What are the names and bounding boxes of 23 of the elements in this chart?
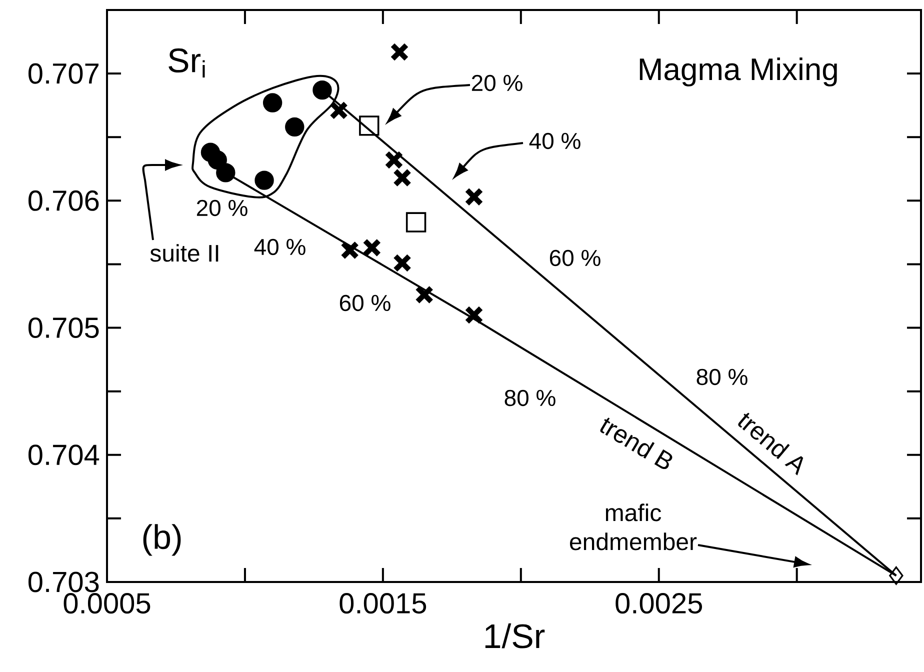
x-tick-label: 0.0025 xyxy=(616,593,702,614)
y-axis-title: Sr$_{i}$ xyxy=(168,48,205,78)
y-tick-label: 0.705 xyxy=(28,317,99,338)
annotation: 20 % xyxy=(472,74,522,92)
y-tick-label: 0.707 xyxy=(28,63,98,84)
annotation: 40 % xyxy=(529,132,580,150)
y-tick-label: 0.706 xyxy=(28,190,99,211)
text: trend B xyxy=(600,418,672,470)
annotation: suite II xyxy=(150,244,218,262)
annotation: 20 % xyxy=(196,200,248,216)
annotation: 60 % xyxy=(340,294,390,312)
annotation: 40 % xyxy=(254,238,306,256)
annotation: 80 % xyxy=(696,368,748,386)
annotation: mafic endmember xyxy=(570,504,697,550)
x-tick-label: 0.0005 xyxy=(64,593,150,614)
annotation: 80 % xyxy=(504,390,556,406)
y-tick-label: 0.703 xyxy=(28,572,99,592)
annotation: 60 % xyxy=(550,250,600,266)
x-axis-title: 1/Sr xyxy=(485,623,545,648)
x-tick-label: 0.0015 xyxy=(340,593,426,614)
text: Magma Mixing xyxy=(640,58,837,86)
y-tick-label: 0.704 xyxy=(28,444,100,466)
annotation: (b) xyxy=(143,524,181,556)
